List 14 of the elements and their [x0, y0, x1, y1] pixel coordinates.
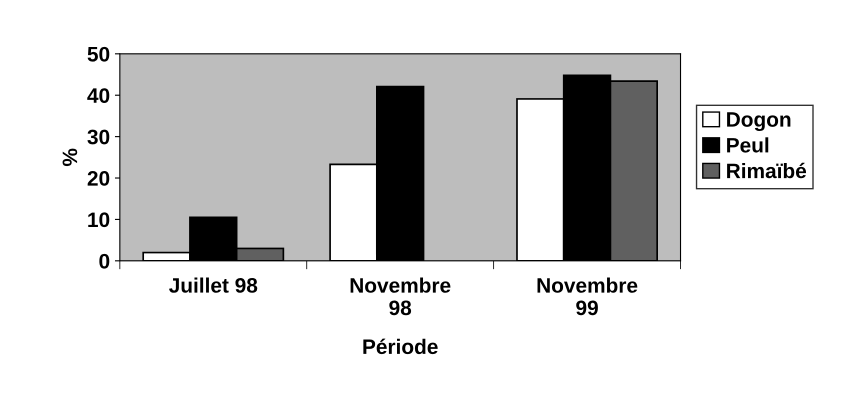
legend-label: Peul	[727, 137, 768, 153]
y-tick-label: 30	[87, 130, 110, 144]
y-tick-label: 40	[87, 88, 110, 103]
legend-label: Rimaïbé	[727, 162, 806, 178]
y-tick-label: 50	[88, 46, 110, 62]
x-tick-label: Novembre 99	[538, 277, 638, 316]
y-tick-label: 10	[88, 212, 110, 228]
y-tick-label: 20	[88, 171, 110, 186]
x-axis-title: Période	[363, 338, 438, 354]
x-tick-label: Juillet 98	[169, 277, 258, 293]
legend-label: Dogon	[727, 112, 790, 132]
y-tick-label: 0	[99, 254, 110, 269]
y-axis-title: %	[62, 148, 78, 166]
x-tick-label: Novembre 98	[350, 277, 450, 316]
